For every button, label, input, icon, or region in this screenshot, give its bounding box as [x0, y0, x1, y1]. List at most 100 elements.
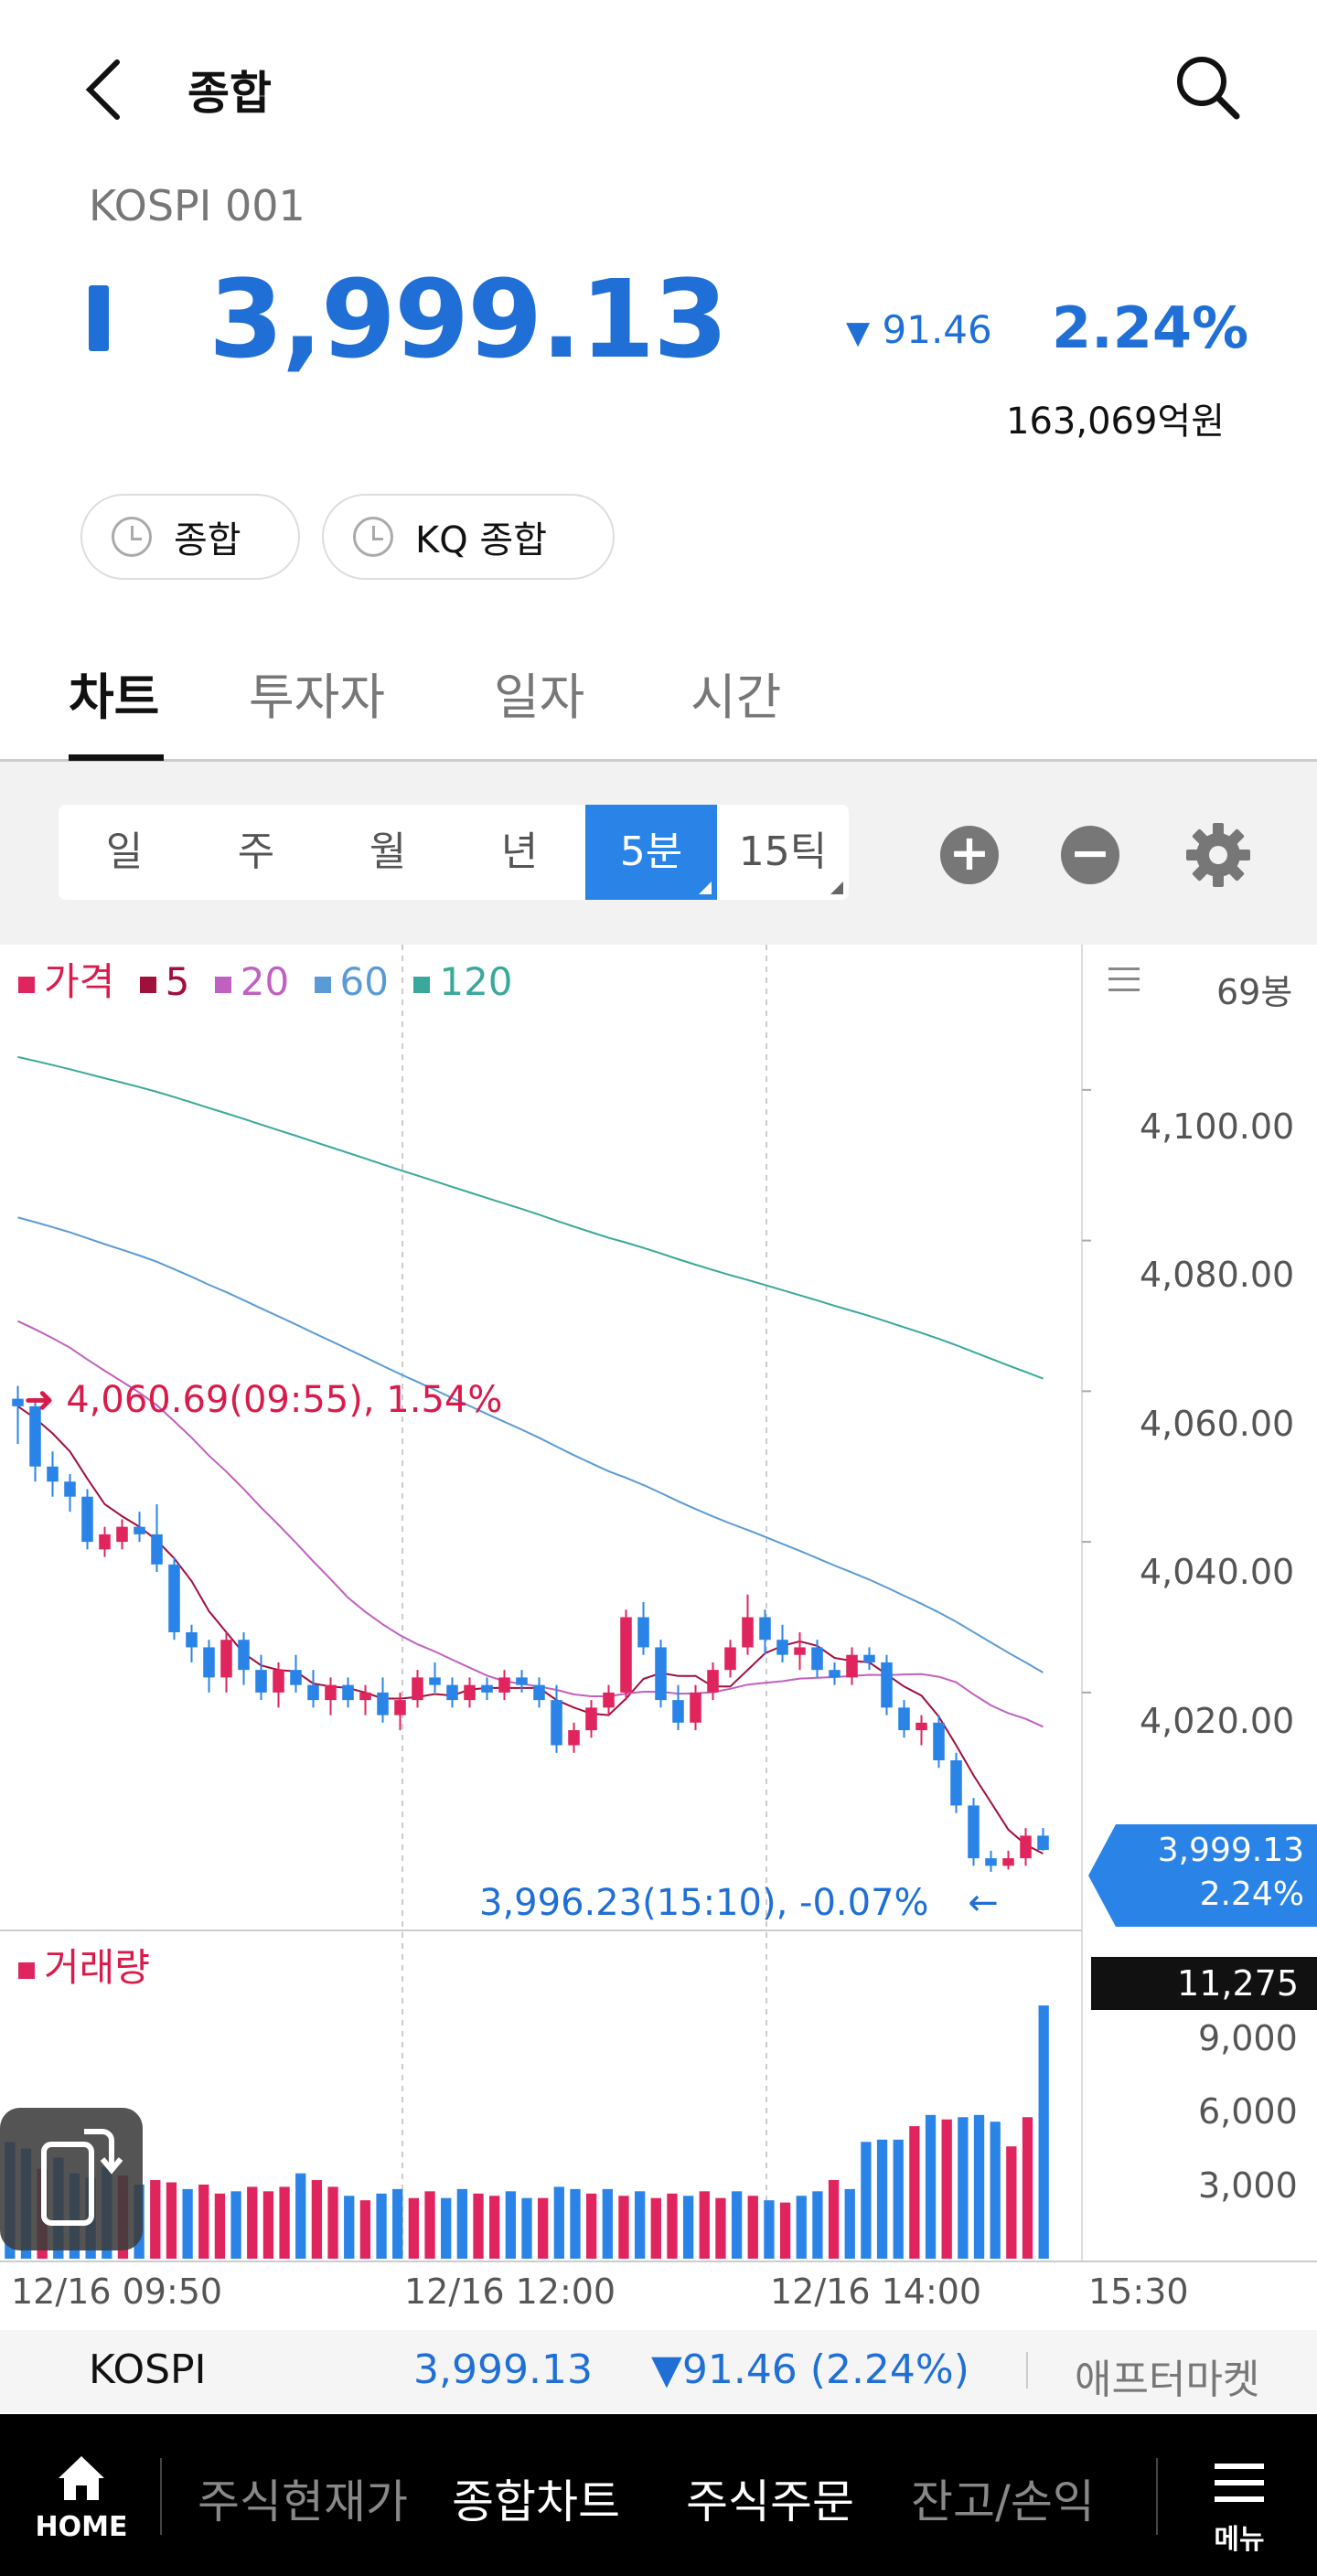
- candle: [151, 1503, 163, 1573]
- candle: [168, 1556, 180, 1641]
- candle: [672, 1684, 684, 1731]
- volume-bar: [973, 2114, 985, 2259]
- candle: [655, 1640, 667, 1708]
- period-5min[interactable]: 5분: [585, 805, 717, 900]
- candle: [1002, 1850, 1014, 1870]
- volume-bar: [327, 2186, 338, 2259]
- volume-tick-label: 3,000: [1198, 2165, 1298, 2206]
- nav-balance-pl[interactable]: 잔고/손익: [911, 2475, 1095, 2528]
- volume-bar: [214, 2193, 226, 2259]
- rotate-device-icon: [41, 2129, 123, 2226]
- chart-legend: 가격 5 20 60 120: [18, 951, 513, 1007]
- volume-bar: [521, 2197, 532, 2259]
- period-year[interactable]: 년: [500, 828, 539, 875]
- volume-bar: [344, 2196, 355, 2259]
- ma-line-20: [17, 1320, 1044, 1728]
- candle: [273, 1662, 284, 1708]
- price-chart[interactable]: [0, 945, 1317, 2330]
- chip-composite[interactable]: 종합: [80, 494, 300, 580]
- tab-time[interactable]: 시간: [691, 668, 782, 726]
- candle: [342, 1677, 354, 1708]
- volume-bar: [408, 2197, 420, 2259]
- high-annotation: ➜ 4,060.69(09:55), 1.54%: [24, 1379, 503, 1421]
- index-summary-bar[interactable]: [0, 2330, 1317, 2412]
- candle: [12, 1385, 24, 1445]
- tab-chart[interactable]: 차트: [69, 668, 160, 726]
- volume-bar: [682, 2196, 694, 2259]
- period-15tick[interactable]: 15틱: [717, 805, 849, 900]
- page-title: 종합: [187, 67, 272, 120]
- summary-change: ▼91.46 (2.24%): [651, 2346, 969, 2393]
- volume-bar: [618, 2196, 629, 2259]
- period-week[interactable]: 주: [237, 828, 275, 875]
- summary-name: KOSPI: [89, 2346, 207, 2393]
- nav-composite-chart[interactable]: 종합차트: [452, 2475, 620, 2528]
- candle: [759, 1609, 771, 1655]
- volume-bar: [812, 2191, 823, 2259]
- volume-bar: [279, 2186, 290, 2259]
- volume-bar: [359, 2200, 371, 2259]
- volume-bar: [650, 2197, 661, 2259]
- candle: [968, 1798, 980, 1866]
- nav-home[interactable]: HOME: [22, 2447, 141, 2557]
- volume-bar: [893, 2139, 904, 2259]
- bars-count: 69봉: [1216, 972, 1293, 1012]
- back-button[interactable]: [73, 46, 137, 128]
- y-tick-label: 4,060.00: [1140, 1404, 1295, 1444]
- candle: [359, 1684, 371, 1716]
- volume-bar: [1006, 2146, 1017, 2259]
- volume-bar: [538, 2197, 549, 2259]
- volume-bar: [198, 2184, 209, 2259]
- y-tick-label: 4,080.00: [1140, 1255, 1295, 1295]
- chip-kq-composite[interactable]: KQ 종합: [322, 494, 615, 580]
- candle: [99, 1526, 111, 1557]
- candle: [637, 1602, 649, 1655]
- low-annotation: 3,996.23(15:10), -0.07% ←: [479, 1882, 999, 1924]
- volume-bar: [424, 2191, 435, 2259]
- candle: [620, 1609, 632, 1701]
- volume-bar: [585, 2193, 597, 2259]
- rotate-screen-button[interactable]: [0, 2108, 143, 2250]
- volume-bar: [634, 2191, 646, 2259]
- period-month[interactable]: 월: [369, 828, 407, 875]
- volume-bar: [747, 2196, 758, 2259]
- candle: [290, 1654, 302, 1693]
- volume-bar: [166, 2182, 177, 2259]
- zoom-in-button[interactable]: +: [940, 826, 999, 884]
- after-market-button[interactable]: 애프터마켓: [1075, 2357, 1260, 2403]
- nav-divider: [1156, 2458, 1158, 2535]
- candle: [429, 1662, 441, 1693]
- volume-tick-label: 9,000: [1198, 2018, 1298, 2058]
- nav-divider: [160, 2458, 162, 2535]
- chevron-left-icon: [85, 59, 120, 120]
- volume-bar: [602, 2188, 613, 2259]
- nav-menu[interactable]: 메뉴: [1189, 2456, 1290, 2557]
- volume-bar: [441, 2197, 452, 2259]
- nav-stock-quote[interactable]: 주식현재가: [198, 2475, 408, 2528]
- period-day[interactable]: 일: [105, 828, 144, 875]
- minus-icon: −: [1069, 824, 1111, 882]
- chart-settings-button[interactable]: [1184, 821, 1252, 889]
- volume-bar: [505, 2191, 516, 2259]
- bottom-navigation: [0, 2414, 1317, 2576]
- volume-bar: [731, 2191, 743, 2259]
- candle: [464, 1677, 476, 1708]
- tab-investor[interactable]: 투자자: [249, 668, 386, 726]
- nav-stock-order[interactable]: 주식주문: [686, 2475, 854, 2528]
- change-percent: 2.24%: [1052, 294, 1249, 361]
- volume-bar: [150, 2180, 161, 2259]
- volume-bar: [311, 2180, 323, 2259]
- volume-bar: [247, 2186, 258, 2259]
- tab-active-indicator: [69, 754, 164, 761]
- chart-menu-icon[interactable]: [1108, 967, 1140, 991]
- ma-line-120: [17, 1055, 1044, 1380]
- candle: [134, 1512, 145, 1543]
- x-tick-label: 12/16 14:00: [770, 2271, 982, 2312]
- candle: [29, 1398, 41, 1482]
- candle: [238, 1631, 250, 1685]
- down-arrow-icon: ▼: [846, 315, 871, 351]
- search-button[interactable]: [1171, 50, 1244, 123]
- zoom-out-button[interactable]: −: [1061, 826, 1119, 884]
- tab-date[interactable]: 일자: [494, 668, 585, 726]
- volume-bar: [876, 2139, 888, 2259]
